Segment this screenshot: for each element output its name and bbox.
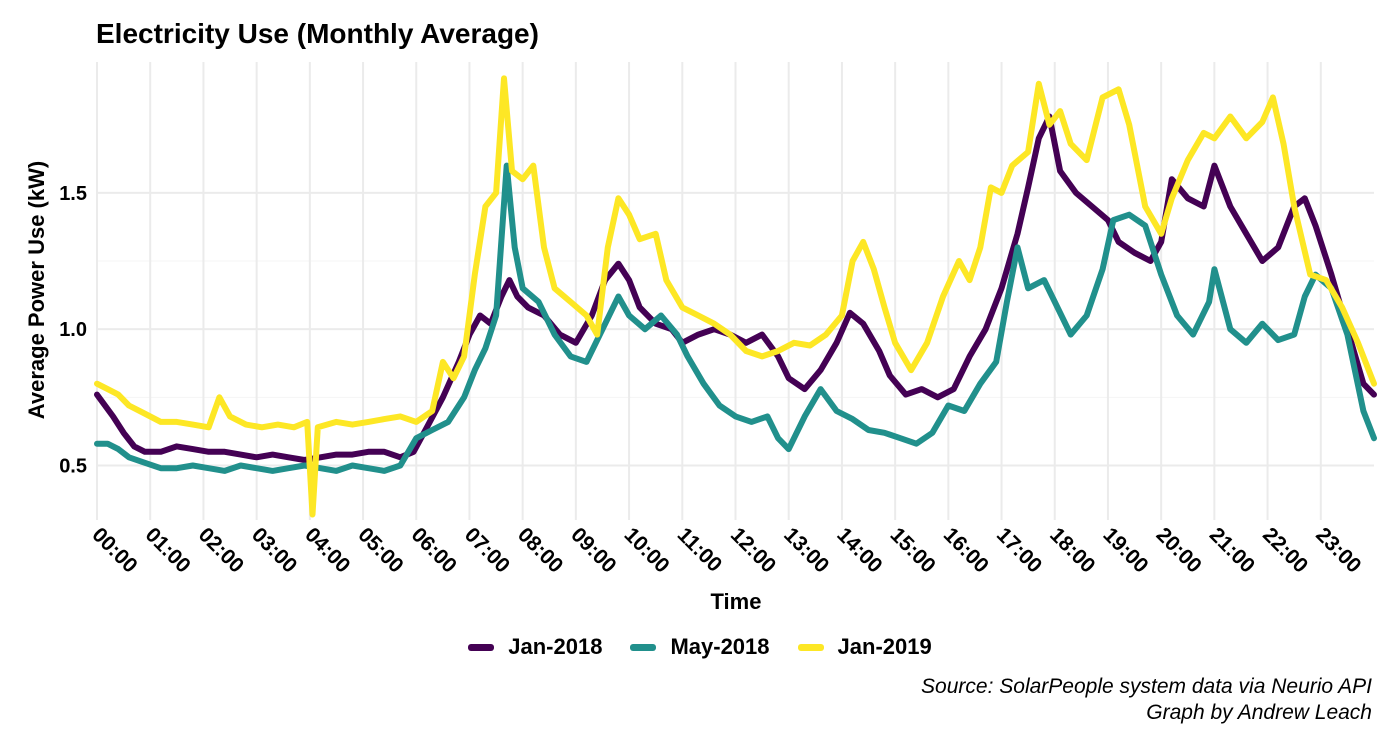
x-tick-label: 01:00 bbox=[141, 523, 195, 577]
x-tick-label: 09:00 bbox=[566, 523, 620, 577]
legend-swatch bbox=[468, 643, 495, 651]
source-caption: Source: SolarPeople system data via Neur… bbox=[921, 675, 1372, 698]
y-tick-label: 0.5 bbox=[59, 455, 87, 477]
credit-caption: Graph by Andrew Leach bbox=[1146, 701, 1372, 724]
x-tick-label: 00:00 bbox=[87, 523, 141, 577]
x-tick-label: 04:00 bbox=[300, 523, 354, 577]
x-tick-label: 11:00 bbox=[673, 523, 726, 576]
x-tick-label: 20:00 bbox=[1152, 523, 1206, 577]
x-tick-label: 15:00 bbox=[886, 523, 940, 577]
x-tick-label: 10:00 bbox=[620, 523, 674, 577]
series-line-jan-2019 bbox=[94, 75, 1377, 518]
x-tick-label: 19:00 bbox=[1098, 523, 1152, 577]
x-tick-label: 21:00 bbox=[1205, 523, 1259, 577]
y-axis-title: Average Power Use (kW) bbox=[24, 161, 49, 419]
x-tick-label: 03:00 bbox=[247, 523, 301, 577]
x-tick-label: 18:00 bbox=[1045, 523, 1099, 577]
legend-item-jan-2018: Jan-2018 bbox=[468, 634, 602, 660]
x-tick-label: 07:00 bbox=[460, 523, 514, 577]
x-tick-label: 17:00 bbox=[992, 523, 1046, 577]
grid-major bbox=[96, 62, 1374, 520]
x-tick-label: 14:00 bbox=[832, 523, 886, 577]
y-tick-label: 1.0 bbox=[59, 319, 87, 341]
legend-item-may-2018: May-2018 bbox=[630, 634, 770, 660]
x-tick-label: 06:00 bbox=[407, 523, 461, 577]
x-tick-label: 16:00 bbox=[939, 523, 993, 577]
y-tick-label: 1.5 bbox=[59, 183, 87, 205]
x-tick-labels: 00:0001:0002:0003:0004:0005:0006:0007:00… bbox=[87, 523, 1365, 577]
legend-swatch bbox=[797, 643, 824, 651]
series-lines bbox=[94, 75, 1377, 518]
x-tick-label: 13:00 bbox=[779, 523, 833, 577]
x-tick-label: 12:00 bbox=[726, 523, 780, 577]
legend-swatch bbox=[630, 643, 657, 651]
y-tick-labels: 0.5 1.0 1.5 bbox=[59, 183, 87, 478]
x-tick-label: 23:00 bbox=[1311, 523, 1365, 577]
legend-label: Jan-2019 bbox=[837, 634, 932, 659]
x-tick-label: 05:00 bbox=[354, 523, 408, 577]
x-tick-label: 22:00 bbox=[1258, 523, 1312, 577]
legend: Jan-2018 May-2018 Jan-2019 bbox=[0, 634, 1400, 660]
legend-label: Jan-2018 bbox=[508, 634, 603, 659]
legend-label: May-2018 bbox=[670, 634, 770, 659]
x-axis-title: Time bbox=[711, 589, 762, 614]
legend-item-jan-2019: Jan-2019 bbox=[797, 634, 932, 660]
chart-title: Electricity Use (Monthly Average) bbox=[96, 18, 539, 49]
x-tick-label: 02:00 bbox=[194, 523, 248, 577]
x-tick-label: 08:00 bbox=[513, 523, 567, 577]
